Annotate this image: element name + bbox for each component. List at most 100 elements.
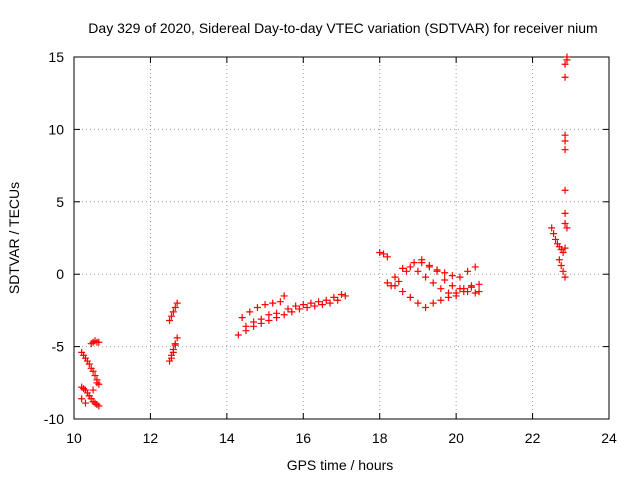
data-point [561,146,569,154]
data-point [89,386,97,394]
data-point [261,301,269,309]
data-point [561,273,569,281]
data-point [234,331,242,339]
data-point [238,314,246,322]
data-point [85,392,93,400]
data-point [318,301,326,309]
data-point [548,224,556,232]
data-point [448,272,456,280]
data-point [391,273,399,281]
data-point [445,293,452,301]
x-tick-label: 22 [525,430,541,446]
plot-border [73,56,610,420]
series-cluster-14-17h [234,290,349,339]
data-point [288,308,296,316]
x-tick-label: 10 [66,430,82,446]
y-tick-label: 10 [48,121,64,137]
data-point [334,296,342,304]
data-point [559,267,567,275]
x-tick-label: 12 [143,430,159,446]
data-point [559,248,567,256]
data-point [552,235,559,243]
y-axis-ticks: -10 -5 0 5 10 15 [44,49,609,427]
data-point [429,299,437,307]
data-point [265,311,273,319]
data-point [322,296,330,304]
data-point [171,341,179,349]
data-point [311,302,319,310]
x-tick-label: 24 [601,430,617,446]
series-cluster-10.5h [78,337,103,410]
plot-frame [73,56,610,420]
series-cluster-12.6h [166,299,181,365]
data-point [433,266,441,274]
data-point [81,399,89,407]
data-point [441,269,449,277]
data-point [422,304,430,312]
data-point [295,305,303,313]
data-point [467,282,475,290]
x-tick-label: 18 [372,430,388,446]
data-point [276,298,284,306]
data-point [167,312,175,320]
data-point [169,308,177,316]
x-axis-ticks: 10 12 14 16 18 20 22 24 [66,57,617,446]
data-point [89,367,97,375]
data-point [395,277,403,285]
chart-title: Day 329 of 2020, Sidereal Day-to-day VTE… [88,20,597,36]
data-point [326,299,334,307]
data-point [557,262,565,270]
data-point [85,360,93,368]
y-tick-label: 0 [56,266,64,282]
data-point [169,348,177,356]
x-tick-label: 20 [448,430,464,446]
data-points [78,53,571,410]
grid-lines [74,57,609,419]
data-point [456,273,464,281]
series-cluster-22.7h [548,53,571,281]
data-point [280,292,288,300]
data-point [429,279,437,287]
y-tick-label: 5 [56,194,64,210]
y-tick-label: 15 [48,49,64,65]
data-point [307,299,315,307]
data-point [93,379,101,387]
data-point [273,309,281,317]
data-point [380,250,388,258]
data-point [284,305,292,313]
y-axis-label: SDTVAR / TECUs [6,182,22,294]
data-point [425,263,433,271]
data-point [167,354,175,362]
data-point [93,338,101,346]
data-point [299,301,307,309]
data-point [475,288,483,296]
data-point [460,285,468,293]
data-point [95,402,103,410]
data-point [330,293,338,301]
data-point [563,53,571,61]
data-point [253,304,261,312]
data-point [406,263,414,271]
data-point [550,230,558,238]
data-point [341,292,349,300]
data-point [338,290,345,298]
data-point [561,244,569,252]
data-point [561,186,569,194]
data-point [406,293,414,301]
data-point [437,285,445,293]
data-point [242,322,250,330]
data-point [78,395,86,403]
data-point [414,299,422,307]
data-point [441,276,449,284]
data-point [561,73,569,81]
data-point [292,302,300,310]
data-point [555,256,563,264]
data-point [383,279,391,287]
data-point [471,289,479,297]
data-point [414,267,422,275]
data-point [280,311,288,319]
data-point [173,299,181,307]
data-point [257,315,265,323]
data-point [383,253,391,261]
data-point [561,60,569,68]
